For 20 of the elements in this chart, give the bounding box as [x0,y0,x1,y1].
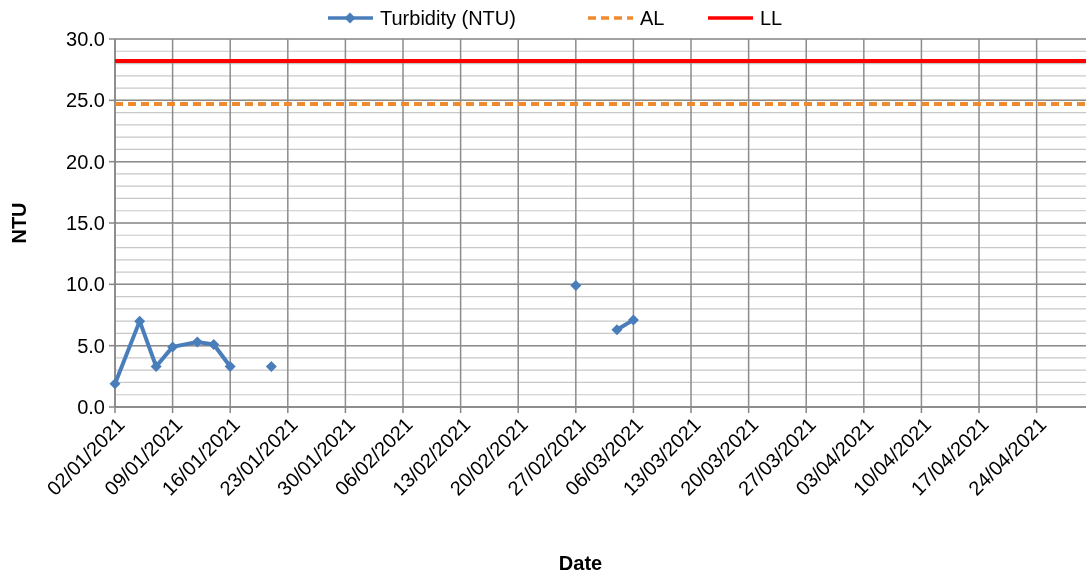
legend-label: Turbidity (NTU) [380,7,516,29]
point [109,378,121,390]
y-tick-label: 15.0 [66,212,105,234]
y-tick-label: 20.0 [66,150,105,173]
y-tick-label: 10.0 [66,273,105,296]
point [150,361,162,373]
point [167,341,179,353]
y-tick-label: 30.0 [66,28,105,50]
legend-label: LL [760,7,783,29]
point [224,361,236,373]
y-axis-title: NTU [8,202,30,244]
point [627,314,639,326]
point [570,280,582,292]
legend-label: AL [640,7,665,29]
point [611,324,623,336]
y-tick-label: 0.0 [77,396,105,418]
point [265,361,277,373]
x-axis-title: Date [558,552,603,574]
y-tick-label: 5.0 [77,334,105,357]
y-tick-label: 25.0 [66,89,105,112]
